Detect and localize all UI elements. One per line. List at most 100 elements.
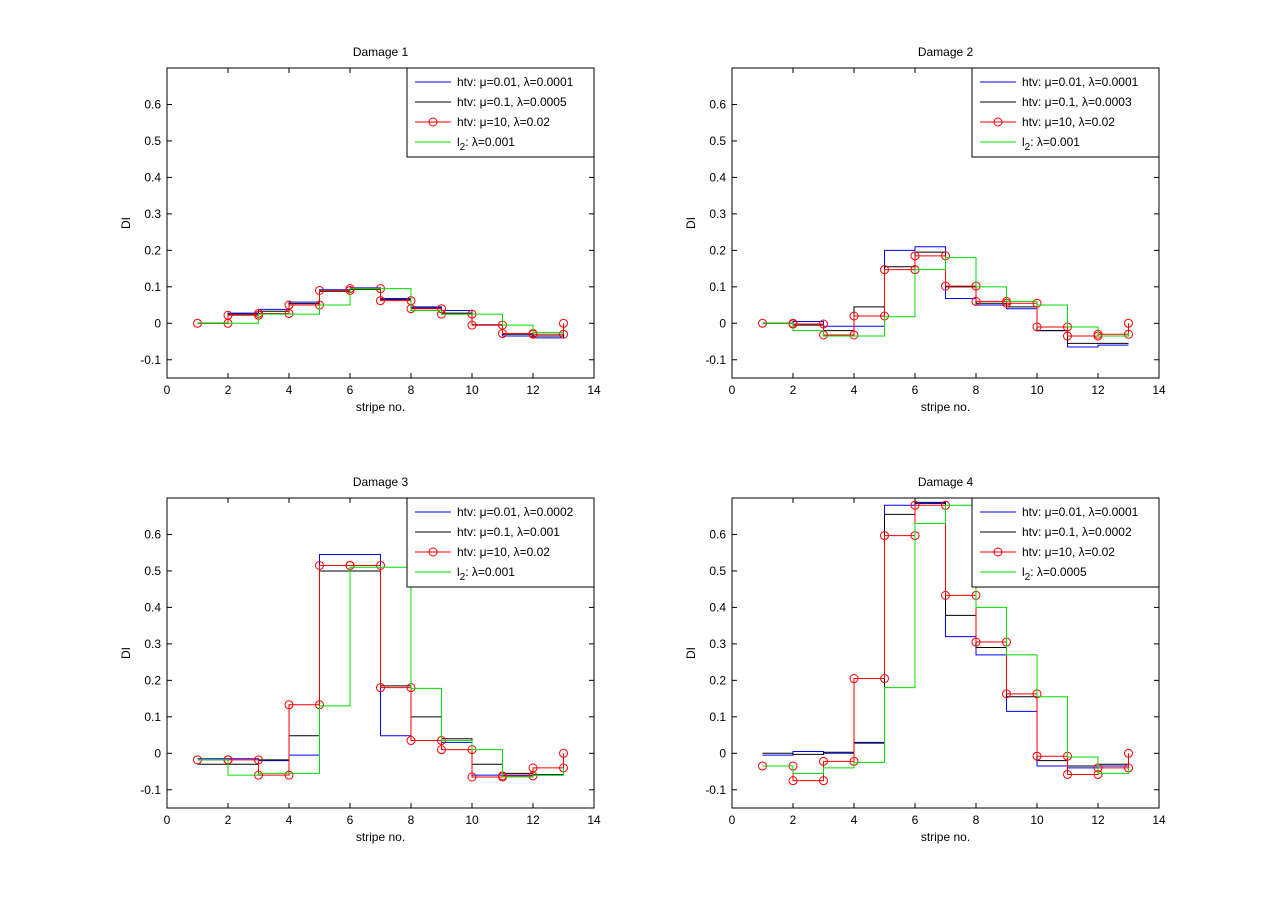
legend-label: htv: μ=0.1, λ=0.0005 (457, 95, 567, 109)
data-point-marker (849, 674, 859, 684)
y-tick-label: 0.3 (144, 207, 161, 221)
data-point-marker (376, 560, 385, 570)
y-tick-label: 0.1 (144, 710, 161, 724)
data-point-marker (1124, 748, 1133, 758)
data-point-marker (941, 590, 950, 600)
legend-marker (993, 117, 1003, 127)
y-tick-label: 0.3 (709, 637, 726, 651)
x-tick-label: 4 (286, 813, 293, 827)
x-tick-label: 6 (347, 383, 354, 397)
x-tick-label: 2 (790, 813, 797, 827)
x-tick-label: 0 (164, 383, 171, 397)
x-tick-label: 10 (465, 383, 479, 397)
data-point-marker (788, 776, 798, 786)
x-tick-label: 12 (526, 813, 540, 827)
axes-box (166, 497, 595, 809)
x-tick-label: 12 (1091, 383, 1105, 397)
y-tick-label: 0.4 (144, 170, 161, 184)
y-tick-label: 0.1 (144, 280, 161, 294)
x-tick-label: 8 (408, 813, 415, 827)
x-axis-label: stripe no. (356, 830, 405, 844)
data-point-marker (971, 637, 981, 647)
x-tick-label: 10 (465, 813, 479, 827)
data-point-marker (406, 736, 416, 746)
legend-marker (428, 547, 438, 557)
x-axis-label: stripe no. (921, 400, 970, 414)
y-tick-label: 0.2 (709, 243, 726, 257)
x-axis-label: stripe no. (921, 830, 970, 844)
y-tick-label: 0.2 (144, 673, 161, 687)
x-tick-label: 6 (912, 813, 919, 827)
y-tick-label: -0.1 (705, 353, 726, 367)
chart-panel-3: Damage 3 stripe no. DI 0 2 4 6 8 10 12 14 -0.1 0 0.1 0… (119, 475, 601, 844)
data-point-marker (1032, 322, 1042, 332)
y-tick-label: 0.4 (709, 170, 726, 184)
legend: htv: μ=0.01, λ=0.0001 htv: μ=0.1, λ=0.000… (971, 67, 1160, 158)
legend-marker (428, 117, 438, 127)
chart-title: Damage 3 (353, 475, 409, 489)
legend-label-subscript: 2 (460, 572, 466, 583)
legend-label-subscript: 2 (1025, 142, 1031, 153)
x-tick-label: 10 (1030, 813, 1044, 827)
legend: htv: μ=0.01, λ=0.0001 htv: μ=0.1, λ=0.000… (971, 497, 1160, 588)
chart-title: Damage 2 (918, 45, 974, 59)
legend-label-subscript: 2 (460, 142, 466, 153)
legend-label: htv: μ=0.01, λ=0.0001 (1022, 505, 1139, 519)
y-tick-label: 0.3 (144, 637, 161, 651)
y-tick-label: 0 (719, 746, 726, 760)
legend-label-suffix: : λ=0.001 (465, 135, 515, 149)
y-tick-label: 0.5 (709, 564, 726, 578)
legend-label: htv: μ=10, λ=0.02 (457, 115, 550, 129)
data-point-marker (1032, 751, 1042, 761)
data-point-marker (819, 319, 828, 329)
legend-label-prefix: l (457, 135, 460, 149)
y-tick-label: 0.4 (709, 600, 726, 614)
data-point-marker (1002, 689, 1011, 699)
data-point-marker (880, 531, 889, 541)
chart-panel-4: Damage 4 stripe no. DI 0 2 4 6 8 10 12 14 -0.1 0 0.1 0… (684, 475, 1166, 844)
data-point-marker (819, 776, 828, 786)
data-point-marker (849, 311, 859, 321)
data-point-marker (819, 756, 828, 766)
y-axis-label: DI (684, 647, 698, 659)
x-tick-label: 8 (973, 383, 980, 397)
series-line-4 (762, 504, 1129, 774)
y-tick-label: 0 (719, 316, 726, 330)
series-line-4 (762, 257, 1129, 337)
data-point-marker (559, 329, 568, 339)
y-tick-label: 0.5 (144, 564, 161, 578)
axes-box (166, 67, 595, 379)
y-tick-label: 0.2 (144, 243, 161, 257)
axes-box (731, 497, 1160, 809)
data-point-marker (1124, 318, 1133, 328)
x-tick-label: 4 (851, 383, 858, 397)
chart-title: Damage 1 (353, 45, 409, 59)
x-tick-label: 0 (729, 813, 736, 827)
data-point-marker (254, 755, 263, 765)
x-tick-label: 4 (286, 383, 293, 397)
data-point-marker (284, 308, 294, 318)
data-point-marker (1032, 298, 1042, 308)
x-tick-label: 4 (851, 813, 858, 827)
chart-panel-1: Damage 1 stripe no. DI 0 2 4 6 8 10 12 14 -0.1 0 0.1 0… (119, 45, 601, 414)
legend-label-prefix: l (1022, 565, 1025, 579)
x-tick-label: 14 (587, 813, 601, 827)
x-tick-label: 0 (729, 383, 736, 397)
y-axis-label: DI (119, 647, 133, 659)
y-tick-label: 0.6 (144, 527, 161, 541)
legend-label: htv: μ=0.1, λ=0.001 (457, 525, 560, 539)
y-tick-label: -0.1 (140, 783, 161, 797)
data-point-marker (1063, 331, 1072, 341)
data-point-marker (880, 674, 889, 684)
data-point-marker (880, 265, 889, 275)
data-point-marker (315, 560, 324, 570)
y-tick-label: 0.6 (709, 527, 726, 541)
y-tick-label: -0.1 (140, 353, 161, 367)
data-point-marker (910, 500, 920, 510)
legend-label: l2: λ=0.001 (457, 565, 515, 583)
data-point-marker (559, 748, 568, 758)
legend: htv: μ=0.01, λ=0.0001 htv: μ=0.1, λ=0.000… (406, 67, 595, 158)
data-point-marker (849, 330, 859, 340)
series-line-3 (762, 504, 1129, 782)
legend-label: htv: μ=10, λ=0.02 (1022, 115, 1115, 129)
